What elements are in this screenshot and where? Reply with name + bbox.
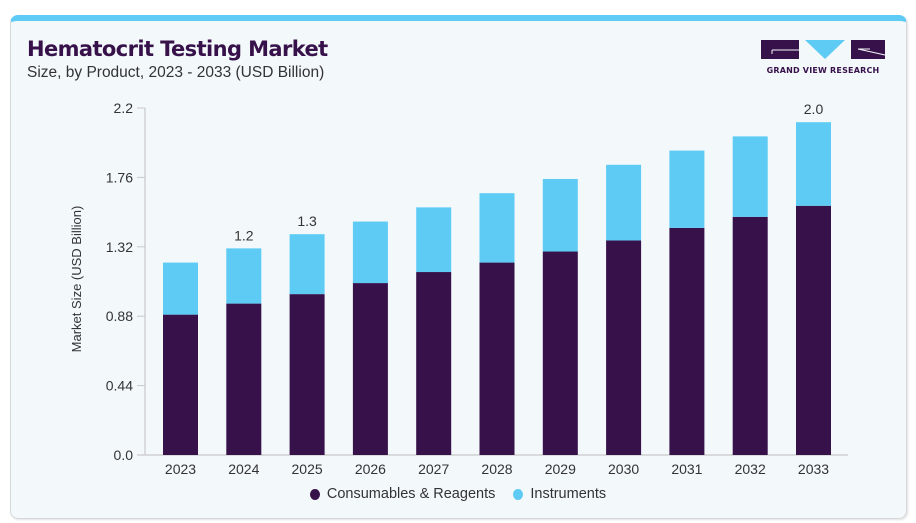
- y-tick-label: 0.44: [106, 378, 133, 394]
- axes: 0.0 0.44 0.88 1.32 1.76 2.2 Market Size (USD B…: [69, 100, 848, 463]
- x-tick-label: 2023: [165, 461, 196, 477]
- x-tick-label: 2031: [671, 461, 702, 477]
- data-label-2033: 2.0: [804, 101, 824, 117]
- bar-instruments-2027: [416, 207, 452, 273]
- data-label-2024: 1.2: [234, 227, 254, 243]
- bar-instruments-2029: [542, 178, 578, 252]
- legend-label-consumables: Consumables & Reagents: [326, 486, 496, 502]
- y-tick-label: 0.88: [106, 308, 133, 324]
- bar-instruments-2024: [226, 248, 262, 304]
- x-tick-label: 2030: [608, 461, 639, 477]
- x-tick-label: 2025: [292, 461, 323, 477]
- x-tick-label: 2026: [355, 461, 386, 477]
- bar-consumables-2031: [669, 227, 705, 455]
- legend-label-instruments: Instruments: [530, 486, 607, 502]
- x-tick-label: 2033: [798, 461, 829, 477]
- bar-consumables-2025: [289, 294, 325, 455]
- bar-instruments-2033: [796, 122, 831, 206]
- bar-consumables-2024: [226, 303, 262, 455]
- bar-instruments-2026: [352, 221, 388, 284]
- logo-triangle: [805, 40, 845, 59]
- chart-title: Hematocrit Testing Market: [27, 37, 328, 61]
- bar-consumables-2026: [352, 283, 388, 455]
- chart-subtitle: Size, by Product, 2023 - 2033 (USD Billi…: [27, 64, 325, 81]
- data-label-2025: 1.3: [297, 213, 317, 229]
- bars: [163, 122, 831, 455]
- logo-text: GRAND VIEW RESEARCH: [766, 66, 880, 75]
- bar-consumables-2032: [732, 216, 768, 455]
- y-tick-label: 0.0: [114, 447, 134, 463]
- legend-dot-consumables: [309, 488, 320, 500]
- x-tick-label: 2024: [228, 461, 259, 477]
- y-axis-title: Market Size (USD Billion): [69, 206, 84, 353]
- legend-item-instruments[interactable]: Instruments: [513, 486, 606, 502]
- bar-instruments-2031: [669, 150, 705, 228]
- labels: 2023 2024 2025 2026 2027 2028 2029 2030 2031 2032…: [165, 101, 829, 477]
- bar-consumables-2029: [542, 251, 578, 455]
- bar-consumables-2027: [416, 272, 452, 455]
- x-tick-label: 2028: [481, 461, 512, 477]
- legend-dot-instruments: [513, 488, 524, 500]
- bar-instruments-2030: [606, 164, 642, 241]
- x-tick-label: 2027: [418, 461, 449, 477]
- bar-consumables-2028: [479, 262, 515, 455]
- bar-instruments-2025: [289, 234, 325, 295]
- legend-item-consumables[interactable]: Consumables & Reagents: [309, 486, 496, 502]
- x-tick-label: 2032: [735, 461, 766, 477]
- legend: Consumables & Reagents Instruments: [0, 486, 916, 502]
- y-tick-label: 2.2: [114, 100, 134, 116]
- bar-consumables-2023: [163, 314, 198, 455]
- bar-consumables-2030: [606, 240, 642, 455]
- bar-consumables-2033: [796, 205, 831, 455]
- bar-instruments-2032: [732, 136, 768, 217]
- y-tick-label: 1.76: [106, 169, 133, 185]
- grand-view-research-logo-icon: [761, 40, 886, 59]
- bar-instruments-2028: [479, 193, 515, 263]
- y-tick-label: 1.32: [106, 239, 133, 255]
- x-tick-label: 2029: [545, 461, 576, 477]
- bar-instruments-2023: [163, 262, 198, 315]
